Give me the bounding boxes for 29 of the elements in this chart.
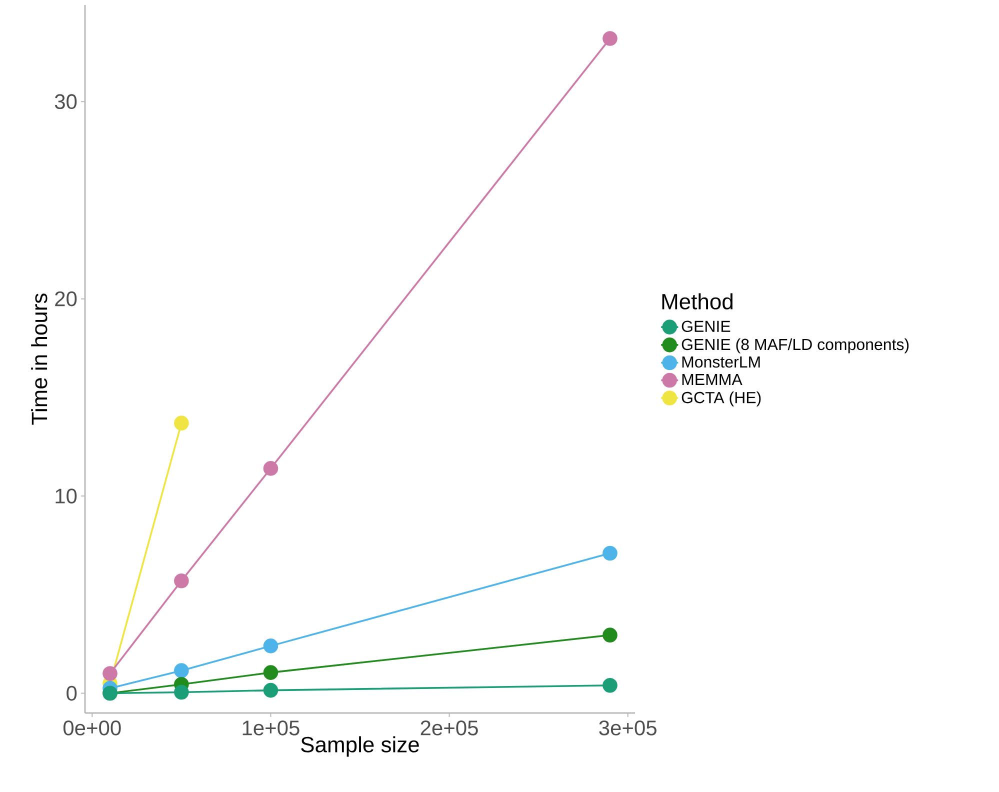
point (263, 461, 278, 476)
point (602, 546, 618, 561)
point (102, 666, 118, 681)
legend-title: Method (662, 293, 732, 310)
x-tick-label: 3e+05 (599, 720, 656, 736)
y-tick-label: 0 (66, 686, 77, 701)
point (602, 628, 618, 642)
point (174, 684, 189, 700)
point (602, 678, 618, 693)
point (602, 31, 618, 46)
x-tick-label: 0e+00 (63, 720, 121, 736)
point (174, 663, 189, 678)
legend-label: GCTA (HE) (682, 391, 761, 406)
legend-label: GENIE (8 MAF/LD components) (682, 338, 909, 354)
point (263, 665, 278, 680)
x-tick-label: 2e+05 (420, 720, 478, 736)
point (263, 682, 278, 698)
point (174, 416, 189, 430)
y-axis-title: Time in hours (31, 294, 48, 425)
legend-label: MonsterLM (682, 356, 760, 368)
point (263, 638, 278, 654)
x-axis-title: Sample size (301, 736, 419, 757)
x-tick-label: 1e+05 (242, 720, 300, 736)
y-tick-label: 20 (55, 291, 77, 306)
y-tick-label: 30 (54, 94, 77, 110)
point (174, 573, 189, 588)
legend-label: MEMMA (682, 374, 742, 385)
y-tick-label: 10 (56, 488, 77, 504)
legend-label: GENIE (682, 320, 730, 332)
